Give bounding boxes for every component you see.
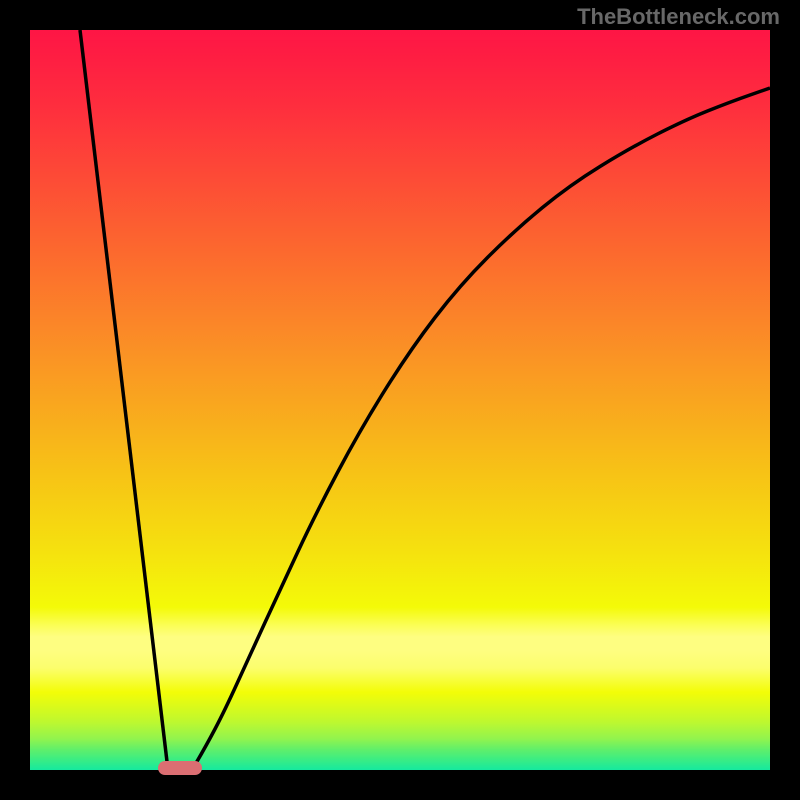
chart-container: TheBottleneck.com (0, 0, 800, 800)
right-curve-line (192, 88, 770, 770)
watermark-text: TheBottleneck.com (577, 4, 780, 30)
left-curve-line (80, 30, 168, 770)
plot-area (30, 30, 770, 770)
optimal-range-marker (158, 761, 202, 775)
curve-overlay (30, 30, 770, 770)
